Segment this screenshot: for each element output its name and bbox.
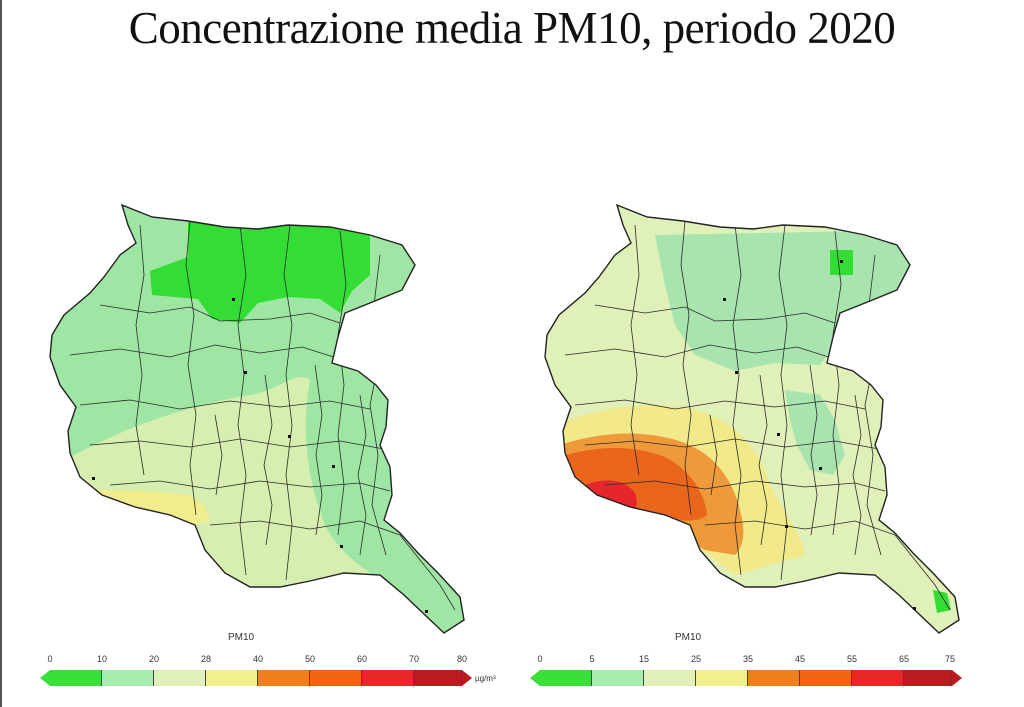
zone-very-high: [560, 448, 707, 521]
municipal-borders-left: [69, 220, 456, 611]
legend-tick: 70: [408, 654, 420, 664]
legend-tick: 80: [456, 654, 468, 664]
legend-tick: 60: [356, 654, 368, 664]
legend-tick: 55: [846, 654, 858, 664]
legend-tick: 28: [200, 654, 212, 664]
zone-high: [95, 490, 210, 527]
legend-swatch: [644, 670, 696, 686]
legend-swatch: [696, 670, 748, 686]
legend-tick: 5: [589, 654, 595, 664]
legend-swatch: [50, 670, 102, 686]
zone-very-low: [150, 219, 370, 323]
legend-tick: 50: [304, 654, 316, 664]
legend-tick: 20: [148, 654, 160, 664]
legend-tick: 45: [794, 654, 806, 664]
legend-left: PM10 0 10 20 28 40 50 60 70 80 µg/m³: [38, 632, 508, 702]
legend-swatch: [800, 670, 852, 686]
zone-very-low-south: [933, 590, 951, 613]
legend-arrow-right: [462, 670, 472, 686]
legend-bar: [540, 670, 952, 686]
legend-unit: µg/m³: [475, 674, 496, 683]
map-right: [544, 204, 960, 634]
legend-tick: 35: [742, 654, 754, 664]
legend-swatch: [102, 670, 154, 686]
legend-right: PM10 0 5 15 25 35 45 55 65 75: [527, 632, 967, 702]
legend-swatch: [258, 670, 310, 686]
legend-arrow-right: [952, 670, 962, 686]
left-border: [0, 0, 2, 707]
legend-title: PM10: [228, 632, 255, 643]
legend-swatch: [540, 670, 592, 686]
legend-swatch: [592, 670, 644, 686]
legend-swatch: [748, 670, 800, 686]
legend-swatch: [852, 670, 904, 686]
city-markers-left: [92, 298, 428, 613]
legend-swatch: [310, 670, 362, 686]
municipal-borders-right: [564, 220, 951, 611]
zone-low-east: [785, 390, 845, 475]
map-left: [49, 204, 465, 634]
legend-title: PM10: [675, 632, 702, 643]
legend-bar: [50, 670, 462, 686]
legend-swatch: [154, 670, 206, 686]
legend-swatch: [206, 670, 258, 686]
zone-low-north: [655, 231, 915, 371]
legend-tick: 25: [690, 654, 702, 664]
legend-arrow-left: [530, 670, 540, 686]
legend-swatch: [414, 670, 462, 686]
legend-tick: 40: [252, 654, 264, 664]
legend-swatch: [904, 670, 952, 686]
legend-tick: 65: [898, 654, 910, 664]
legend-tick: 75: [944, 654, 956, 664]
legend-arrow-left: [40, 670, 50, 686]
legend-tick: 15: [638, 654, 650, 664]
legend-swatch: [362, 670, 414, 686]
city-markers-right: [723, 260, 916, 610]
zone-peak: [585, 480, 637, 525]
page-title: Concentrazione media PM10, periodo 2020: [128, 3, 896, 53]
legend-tick: 0: [537, 654, 543, 664]
legend-tick: 10: [96, 654, 108, 664]
legend-tick: 0: [47, 654, 53, 664]
